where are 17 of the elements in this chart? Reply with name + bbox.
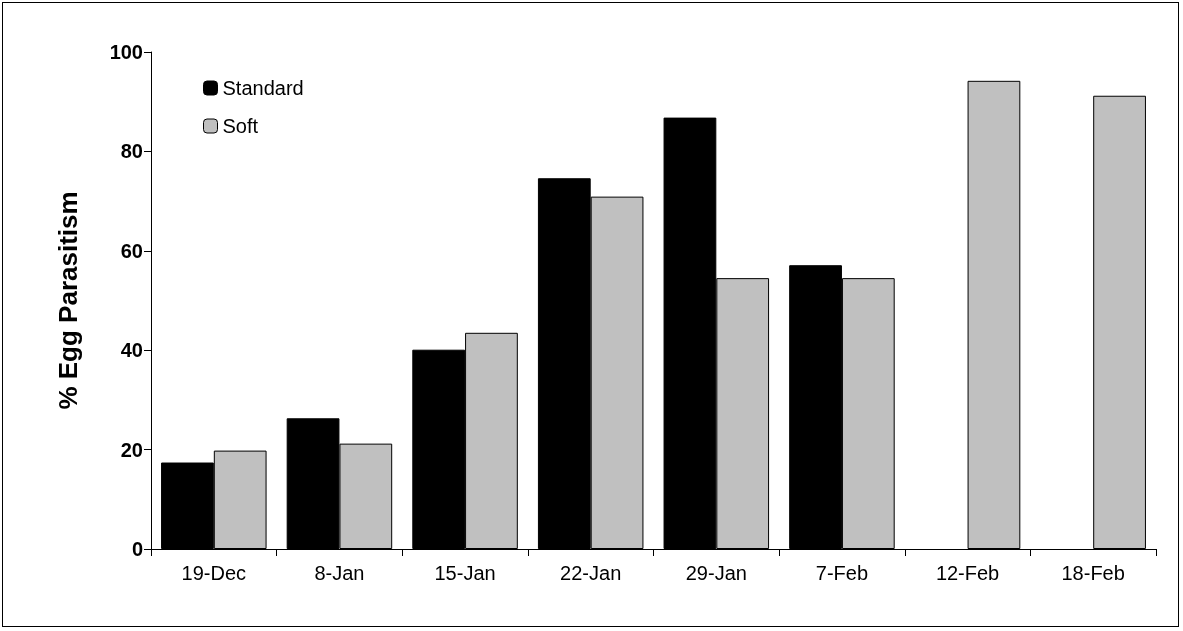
- x-tick-label: 29-Jan: [685, 562, 747, 584]
- y-tick-label: 60: [120, 239, 143, 262]
- x-tick-label: 8-Jan: [314, 562, 365, 584]
- x-tick-label: 22-Jan: [560, 562, 622, 584]
- y-tick-label: 0: [131, 538, 143, 560]
- x-tick-label: 18-Feb: [1061, 562, 1125, 584]
- y-axis-title: % Egg Parasitism: [53, 191, 83, 410]
- y-tick-label: 40: [120, 339, 143, 362]
- legend-label: Soft: [222, 115, 259, 137]
- y-tick-label: 80: [120, 140, 143, 163]
- x-tick-label: 12-Feb: [935, 562, 1000, 584]
- legend-label: Standard: [222, 77, 304, 99]
- y-tick-label: 20: [120, 438, 143, 461]
- y-tick-label: 100: [109, 41, 143, 63]
- x-tick-label: 19-Dec: [181, 562, 247, 584]
- x-tick-label: 15-Jan: [434, 562, 496, 584]
- x-tick-label: 7-Feb: [815, 562, 869, 584]
